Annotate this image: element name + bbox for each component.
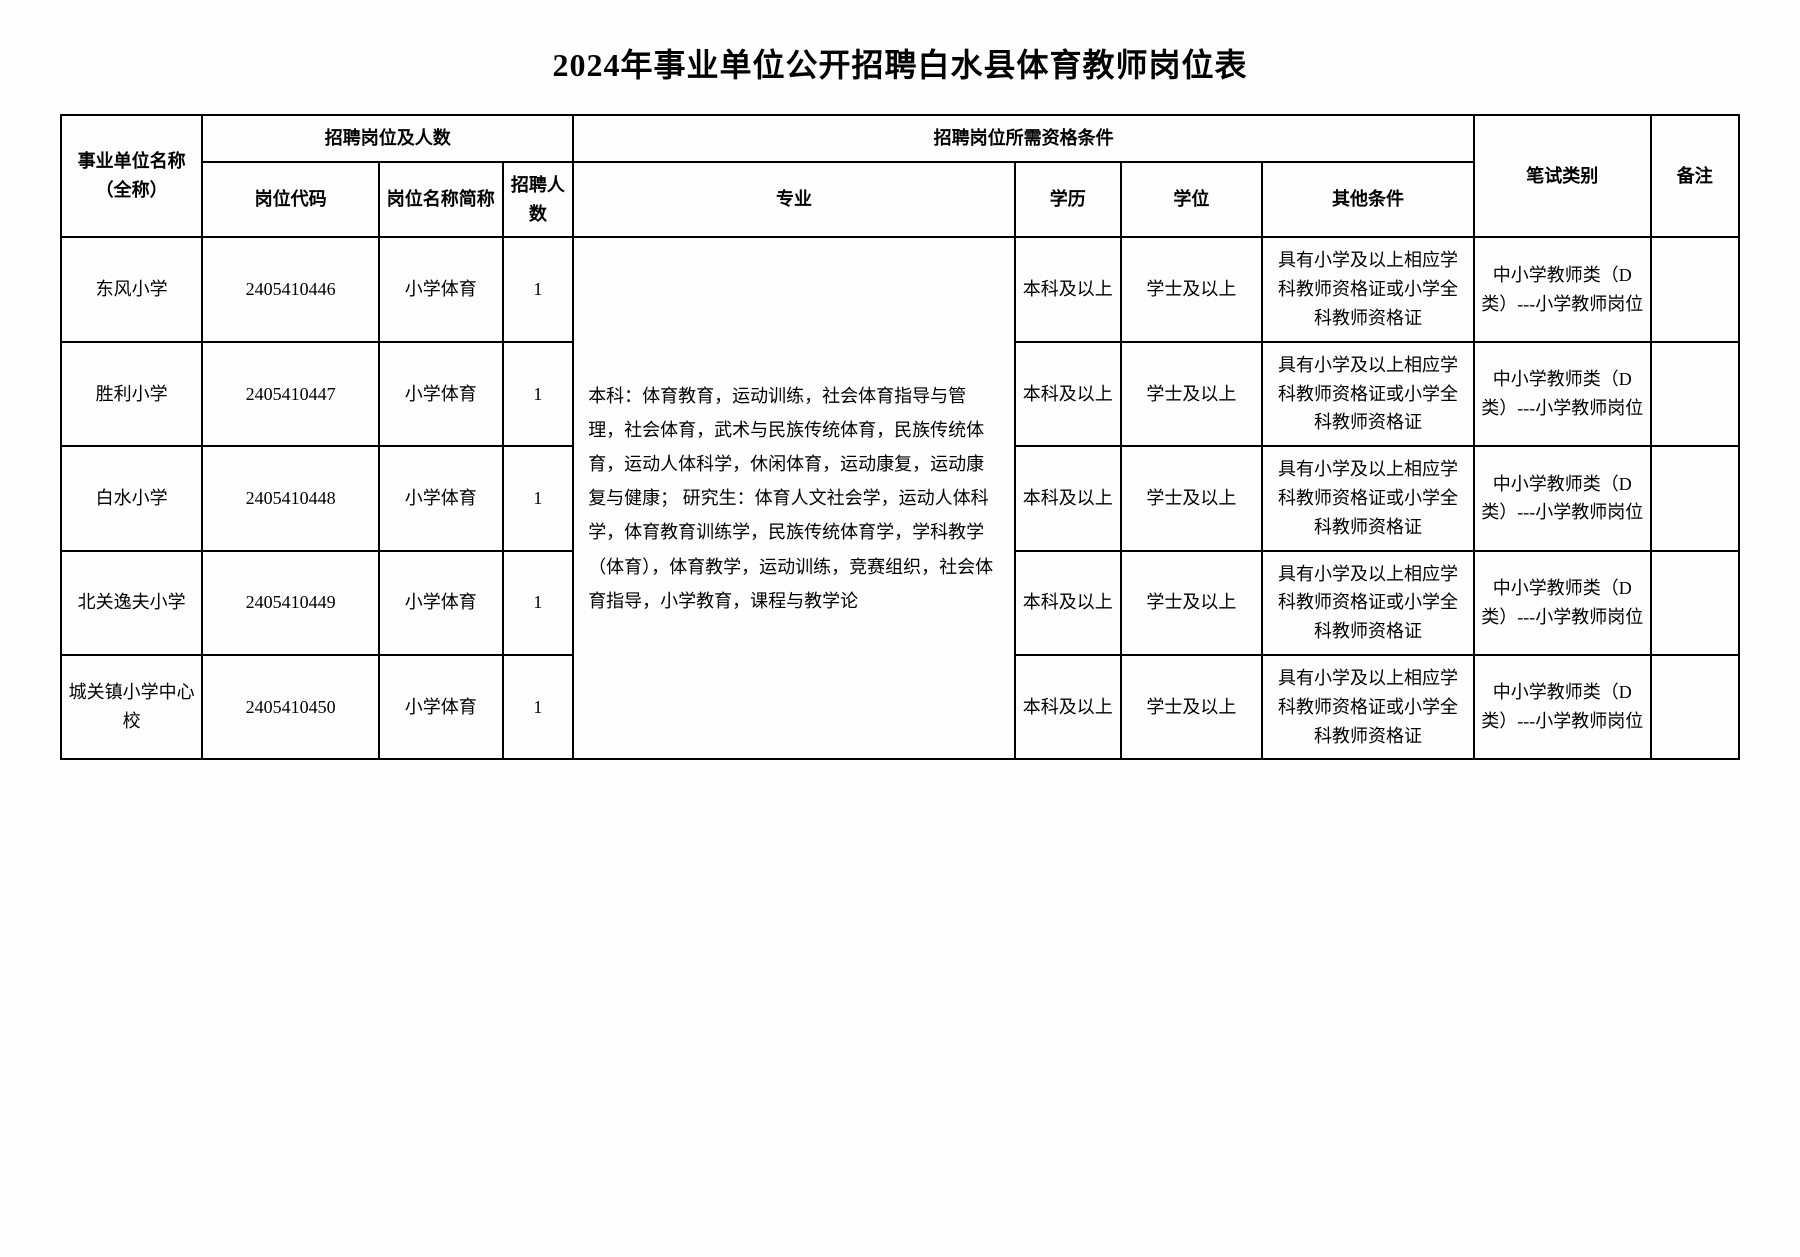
cell-education: 本科及以上	[1015, 342, 1121, 446]
th-exam-type: 笔试类别	[1474, 115, 1651, 237]
th-group-req: 招聘岗位所需资格条件	[573, 115, 1474, 162]
table-body: 东风小学 2405410446 小学体育 1 本科：体育教育，运动训练，社会体育…	[61, 237, 1739, 759]
th-other: 其他条件	[1262, 162, 1474, 238]
cell-count: 1	[503, 237, 574, 341]
cell-major: 本科：体育教育，运动训练，社会体育指导与管理，社会体育，武术与民族传统体育，民族…	[573, 237, 1015, 759]
cell-degree: 学士及以上	[1121, 446, 1262, 550]
cell-note	[1651, 237, 1739, 341]
cell-other: 具有小学及以上相应学科教师资格证或小学全科教师资格证	[1262, 446, 1474, 550]
cell-other: 具有小学及以上相应学科教师资格证或小学全科教师资格证	[1262, 342, 1474, 446]
th-education: 学历	[1015, 162, 1121, 238]
cell-count: 1	[503, 446, 574, 550]
cell-exam: 中小学教师类（D类）---小学教师岗位	[1474, 237, 1651, 341]
cell-code: 2405410447	[202, 342, 379, 446]
cell-exam: 中小学教师类（D类）---小学教师岗位	[1474, 446, 1651, 550]
cell-degree: 学士及以上	[1121, 551, 1262, 655]
cell-code: 2405410449	[202, 551, 379, 655]
table-header: 事业单位名称（全称） 招聘岗位及人数 招聘岗位所需资格条件 笔试类别 备注 岗位…	[61, 115, 1739, 237]
cell-pos: 小学体育	[379, 237, 503, 341]
cell-other: 具有小学及以上相应学科教师资格证或小学全科教师资格证	[1262, 237, 1474, 341]
cell-code: 2405410448	[202, 446, 379, 550]
th-group-position: 招聘岗位及人数	[202, 115, 573, 162]
table-row: 东风小学 2405410446 小学体育 1 本科：体育教育，运动训练，社会体育…	[61, 237, 1739, 341]
cell-education: 本科及以上	[1015, 237, 1121, 341]
cell-note	[1651, 446, 1739, 550]
page-title: 2024年事业单位公开招聘白水县体育教师岗位表	[60, 40, 1740, 86]
th-degree: 学位	[1121, 162, 1262, 238]
cell-unit: 白水小学	[61, 446, 202, 550]
cell-count: 1	[503, 551, 574, 655]
cell-unit: 北关逸夫小学	[61, 551, 202, 655]
th-note: 备注	[1651, 115, 1739, 237]
cell-count: 1	[503, 655, 574, 759]
cell-pos: 小学体育	[379, 655, 503, 759]
cell-degree: 学士及以上	[1121, 655, 1262, 759]
cell-other: 具有小学及以上相应学科教师资格证或小学全科教师资格证	[1262, 551, 1474, 655]
cell-code: 2405410446	[202, 237, 379, 341]
cell-other: 具有小学及以上相应学科教师资格证或小学全科教师资格证	[1262, 655, 1474, 759]
cell-code: 2405410450	[202, 655, 379, 759]
cell-degree: 学士及以上	[1121, 342, 1262, 446]
cell-pos: 小学体育	[379, 342, 503, 446]
cell-exam: 中小学教师类（D类）---小学教师岗位	[1474, 655, 1651, 759]
cell-unit: 东风小学	[61, 237, 202, 341]
th-position-name: 岗位名称简称	[379, 162, 503, 238]
cell-unit: 胜利小学	[61, 342, 202, 446]
cell-unit: 城关镇小学中心校	[61, 655, 202, 759]
cell-exam: 中小学教师类（D类）---小学教师岗位	[1474, 342, 1651, 446]
cell-degree: 学士及以上	[1121, 237, 1262, 341]
recruitment-table: 事业单位名称（全称） 招聘岗位及人数 招聘岗位所需资格条件 笔试类别 备注 岗位…	[60, 114, 1740, 760]
th-position-code: 岗位代码	[202, 162, 379, 238]
cell-pos: 小学体育	[379, 446, 503, 550]
cell-pos: 小学体育	[379, 551, 503, 655]
cell-education: 本科及以上	[1015, 551, 1121, 655]
th-count: 招聘人数	[503, 162, 574, 238]
cell-education: 本科及以上	[1015, 446, 1121, 550]
cell-count: 1	[503, 342, 574, 446]
cell-note	[1651, 551, 1739, 655]
th-unit: 事业单位名称（全称）	[61, 115, 202, 237]
cell-note	[1651, 342, 1739, 446]
cell-exam: 中小学教师类（D类）---小学教师岗位	[1474, 551, 1651, 655]
th-major: 专业	[573, 162, 1015, 238]
cell-note	[1651, 655, 1739, 759]
cell-education: 本科及以上	[1015, 655, 1121, 759]
